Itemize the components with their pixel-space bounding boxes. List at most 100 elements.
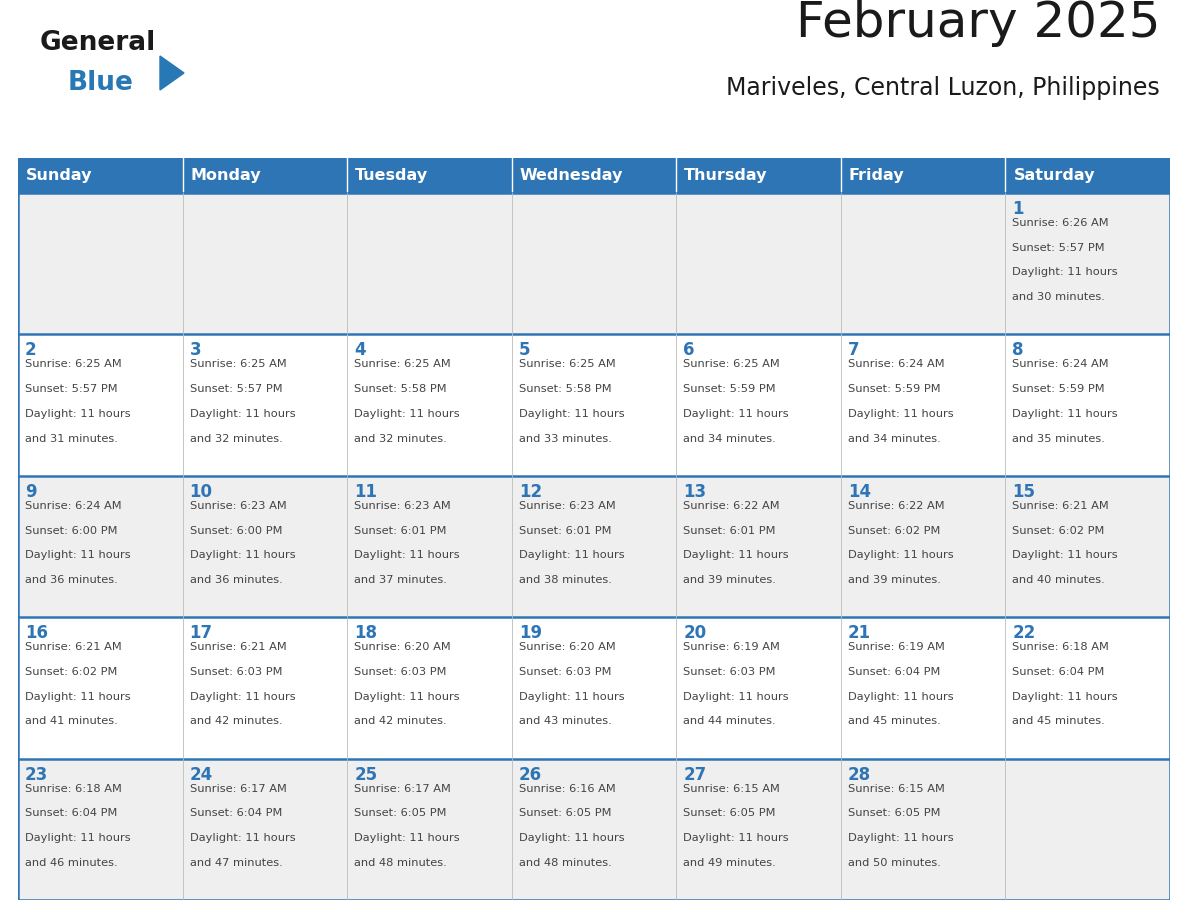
Text: Daylight: 11 hours: Daylight: 11 hours <box>354 691 460 701</box>
Text: Sunrise: 6:25 AM: Sunrise: 6:25 AM <box>190 360 286 369</box>
Text: Sunset: 6:04 PM: Sunset: 6:04 PM <box>1012 667 1105 677</box>
Text: Daylight: 11 hours: Daylight: 11 hours <box>848 409 954 419</box>
Bar <box>1005 158 1170 193</box>
Text: Sunset: 6:05 PM: Sunset: 6:05 PM <box>683 809 776 818</box>
Text: Daylight: 11 hours: Daylight: 11 hours <box>683 691 789 701</box>
Text: 25: 25 <box>354 766 378 784</box>
Text: Sunset: 6:05 PM: Sunset: 6:05 PM <box>848 809 941 818</box>
Text: 13: 13 <box>683 483 707 501</box>
Bar <box>18 158 183 193</box>
Text: Daylight: 11 hours: Daylight: 11 hours <box>683 550 789 560</box>
Text: 10: 10 <box>190 483 213 501</box>
Bar <box>676 158 841 193</box>
Text: Daylight: 11 hours: Daylight: 11 hours <box>519 834 625 843</box>
Text: 11: 11 <box>354 483 377 501</box>
Text: and 34 minutes.: and 34 minutes. <box>848 433 941 443</box>
Text: and 32 minutes.: and 32 minutes. <box>190 433 283 443</box>
Text: Sunset: 6:01 PM: Sunset: 6:01 PM <box>354 525 447 535</box>
Text: and 40 minutes.: and 40 minutes. <box>1012 575 1105 585</box>
Text: Sunrise: 6:16 AM: Sunrise: 6:16 AM <box>519 784 615 793</box>
Text: Sunset: 6:02 PM: Sunset: 6:02 PM <box>848 525 940 535</box>
Text: 26: 26 <box>519 766 542 784</box>
Text: 1: 1 <box>1012 200 1024 218</box>
Text: Daylight: 11 hours: Daylight: 11 hours <box>848 691 954 701</box>
Text: 12: 12 <box>519 483 542 501</box>
Text: Sunrise: 6:21 AM: Sunrise: 6:21 AM <box>190 643 286 652</box>
Text: Sunset: 5:59 PM: Sunset: 5:59 PM <box>1012 384 1105 394</box>
Text: Sunset: 6:01 PM: Sunset: 6:01 PM <box>519 525 611 535</box>
Text: Sunrise: 6:20 AM: Sunrise: 6:20 AM <box>519 643 615 652</box>
Text: Daylight: 11 hours: Daylight: 11 hours <box>354 550 460 560</box>
Text: Sunrise: 6:17 AM: Sunrise: 6:17 AM <box>190 784 286 793</box>
Text: Sunrise: 6:21 AM: Sunrise: 6:21 AM <box>25 643 121 652</box>
Text: Sunrise: 6:24 AM: Sunrise: 6:24 AM <box>1012 360 1110 369</box>
Text: Daylight: 11 hours: Daylight: 11 hours <box>190 691 295 701</box>
Polygon shape <box>160 56 184 90</box>
Text: Sunset: 6:04 PM: Sunset: 6:04 PM <box>848 667 940 677</box>
Text: Sunset: 5:59 PM: Sunset: 5:59 PM <box>683 384 776 394</box>
Text: Sunset: 5:57 PM: Sunset: 5:57 PM <box>25 384 118 394</box>
Text: Daylight: 11 hours: Daylight: 11 hours <box>354 409 460 419</box>
Text: 21: 21 <box>848 624 871 643</box>
Text: Sunset: 6:04 PM: Sunset: 6:04 PM <box>25 809 118 818</box>
Text: and 39 minutes.: and 39 minutes. <box>848 575 941 585</box>
Bar <box>512 158 676 193</box>
Text: and 33 minutes.: and 33 minutes. <box>519 433 612 443</box>
Bar <box>841 158 1005 193</box>
Text: Saturday: Saturday <box>1013 168 1095 183</box>
Text: and 41 minutes.: and 41 minutes. <box>25 716 118 726</box>
Text: Friday: Friday <box>849 168 904 183</box>
Text: Sunset: 5:58 PM: Sunset: 5:58 PM <box>354 384 447 394</box>
Text: and 30 minutes.: and 30 minutes. <box>1012 292 1105 302</box>
Text: Daylight: 11 hours: Daylight: 11 hours <box>519 409 625 419</box>
Text: Sunrise: 6:26 AM: Sunrise: 6:26 AM <box>1012 218 1110 228</box>
Bar <box>18 758 1170 900</box>
Text: Sunset: 6:05 PM: Sunset: 6:05 PM <box>519 809 611 818</box>
Text: 19: 19 <box>519 624 542 643</box>
Text: Sunset: 6:05 PM: Sunset: 6:05 PM <box>354 809 447 818</box>
Text: Daylight: 11 hours: Daylight: 11 hours <box>519 550 625 560</box>
Text: and 31 minutes.: and 31 minutes. <box>25 433 118 443</box>
Text: 22: 22 <box>1012 624 1036 643</box>
Text: 3: 3 <box>190 341 201 360</box>
Text: Sunset: 5:57 PM: Sunset: 5:57 PM <box>1012 242 1105 252</box>
Text: Sunset: 6:00 PM: Sunset: 6:00 PM <box>25 525 118 535</box>
Text: Daylight: 11 hours: Daylight: 11 hours <box>25 409 131 419</box>
Text: and 42 minutes.: and 42 minutes. <box>354 716 447 726</box>
Text: Sunset: 6:02 PM: Sunset: 6:02 PM <box>25 667 118 677</box>
Text: Sunrise: 6:25 AM: Sunrise: 6:25 AM <box>519 360 615 369</box>
Text: Daylight: 11 hours: Daylight: 11 hours <box>25 550 131 560</box>
Text: Sunrise: 6:23 AM: Sunrise: 6:23 AM <box>354 501 451 510</box>
Text: 27: 27 <box>683 766 707 784</box>
Bar <box>18 617 1170 758</box>
Text: Daylight: 11 hours: Daylight: 11 hours <box>848 550 954 560</box>
Text: Tuesday: Tuesday <box>355 168 428 183</box>
Text: 24: 24 <box>190 766 213 784</box>
Text: Sunset: 5:57 PM: Sunset: 5:57 PM <box>190 384 283 394</box>
Text: 16: 16 <box>25 624 48 643</box>
Text: and 39 minutes.: and 39 minutes. <box>683 575 776 585</box>
Bar <box>18 476 1170 617</box>
Text: Sunrise: 6:25 AM: Sunrise: 6:25 AM <box>354 360 451 369</box>
Text: and 37 minutes.: and 37 minutes. <box>354 575 447 585</box>
Text: Sunrise: 6:22 AM: Sunrise: 6:22 AM <box>848 501 944 510</box>
Bar <box>183 158 347 193</box>
Text: Daylight: 11 hours: Daylight: 11 hours <box>190 409 295 419</box>
Text: 14: 14 <box>848 483 871 501</box>
Text: 9: 9 <box>25 483 37 501</box>
Text: Sunset: 6:03 PM: Sunset: 6:03 PM <box>519 667 611 677</box>
Text: and 45 minutes.: and 45 minutes. <box>848 716 941 726</box>
Text: Sunset: 5:58 PM: Sunset: 5:58 PM <box>519 384 612 394</box>
Text: Monday: Monday <box>190 168 261 183</box>
Text: Daylight: 11 hours: Daylight: 11 hours <box>354 834 460 843</box>
Text: and 36 minutes.: and 36 minutes. <box>25 575 118 585</box>
Text: Wednesday: Wednesday <box>519 168 623 183</box>
Text: Sunrise: 6:22 AM: Sunrise: 6:22 AM <box>683 501 779 510</box>
Text: and 42 minutes.: and 42 minutes. <box>190 716 283 726</box>
Text: 18: 18 <box>354 624 377 643</box>
Text: Daylight: 11 hours: Daylight: 11 hours <box>1012 267 1118 277</box>
Text: and 46 minutes.: and 46 minutes. <box>25 857 118 868</box>
Text: 20: 20 <box>683 624 707 643</box>
Text: Sunrise: 6:15 AM: Sunrise: 6:15 AM <box>683 784 781 793</box>
Text: Sunset: 6:03 PM: Sunset: 6:03 PM <box>683 667 776 677</box>
